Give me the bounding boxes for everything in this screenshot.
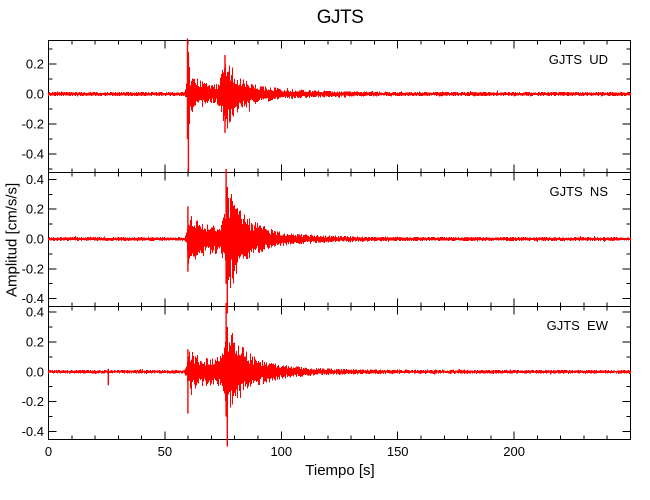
ticks-ns <box>48 172 631 307</box>
spikes-ns <box>187 169 228 314</box>
y-axis-label: Amplitud [cm/s/s] <box>3 182 21 297</box>
y-tick-label-ns: 0.0 <box>26 232 44 247</box>
y-tick-label-ew: 0.2 <box>26 334 44 349</box>
spikes-ew <box>107 303 228 447</box>
x-tick-label: 50 <box>158 444 172 459</box>
trace-ew <box>48 333 631 408</box>
trace-ns <box>48 193 631 289</box>
y-tick-label-ns: 0.2 <box>26 202 44 217</box>
tick-labels: 0.20.0-0.2-0.40.40.20.0-0.2-0.40.40.20.0… <box>22 57 525 460</box>
y-tick-label-ns: -0.4 <box>22 291 44 306</box>
chart-title: GJTS <box>316 7 364 28</box>
x-tick-label: 150 <box>387 444 409 459</box>
y-tick-label-ud: 0.2 <box>26 57 44 72</box>
panel-label-ns: GJTS NS <box>549 184 608 199</box>
y-tick-label-ud: 0.0 <box>26 87 44 102</box>
y-tick-label-ew: -0.2 <box>22 394 44 409</box>
panel-label-ud: GJTS UD <box>548 52 608 67</box>
y-tick-label-ud: -0.4 <box>22 147 44 162</box>
y-tick-label-ns: 0.4 <box>26 172 44 187</box>
x-tick-label: 200 <box>503 444 525 459</box>
y-tick-label-ud: -0.2 <box>22 117 44 132</box>
y-tick-label-ew: -0.4 <box>22 424 44 439</box>
spikes-ud <box>186 38 226 172</box>
trace-ud <box>48 64 631 129</box>
x-tick-label: 0 <box>45 444 52 459</box>
ticks-ew <box>48 306 631 440</box>
y-tick-label-ew: 0.0 <box>26 364 44 379</box>
x-tick-label: 100 <box>270 444 292 459</box>
y-tick-label-ew: 0.4 <box>26 305 44 320</box>
x-axis-label: Tiempo [s] <box>305 462 375 479</box>
y-tick-label-ns: -0.2 <box>22 261 44 276</box>
panel-label-ew: GJTS EW <box>546 318 608 333</box>
